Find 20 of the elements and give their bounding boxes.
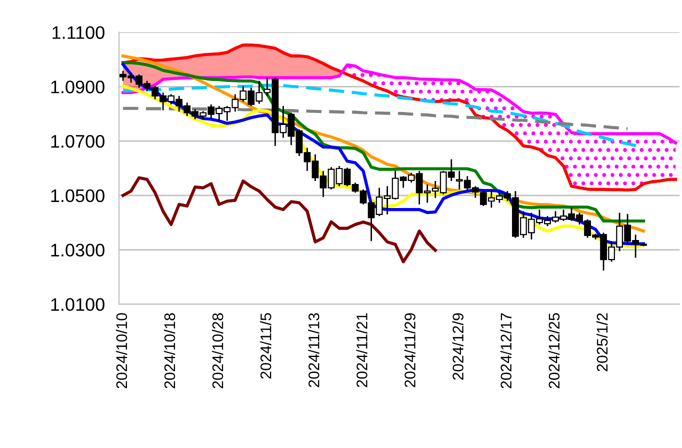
y-tick-label: 1.1100 <box>52 26 104 39</box>
x-tick-label: 2024/10/10 <box>116 313 128 388</box>
x-tick-label: 2024/12/17 <box>500 313 512 388</box>
x-tick-label: 2024/12/25 <box>548 313 560 388</box>
y-tick-label: 1.0700 <box>51 134 104 148</box>
y-tick-label: 1.0100 <box>51 298 104 311</box>
y-tick-label: 1.0900 <box>51 80 104 94</box>
x-tick-label: 2024/11/5 <box>260 313 272 379</box>
x-tick-label: 2025/1/2 <box>596 313 608 372</box>
x-tick-label: 2024/11/29 <box>404 313 416 388</box>
y-tick-label: 1.0500 <box>51 189 104 202</box>
x-tick-label: 2024/11/21 <box>356 313 368 388</box>
x-tick-label: 2024/12/9 <box>452 313 464 380</box>
x-tick-label: 2024/10/28 <box>212 313 224 388</box>
x-tick-label: 2024/11/13 <box>308 313 320 388</box>
x-tick-label: 2024/10/18 <box>164 313 176 388</box>
line-series <box>121 63 678 144</box>
y-tick-label: 1.0300 <box>51 244 104 257</box>
line-series <box>121 176 437 264</box>
line-series <box>121 84 646 150</box>
